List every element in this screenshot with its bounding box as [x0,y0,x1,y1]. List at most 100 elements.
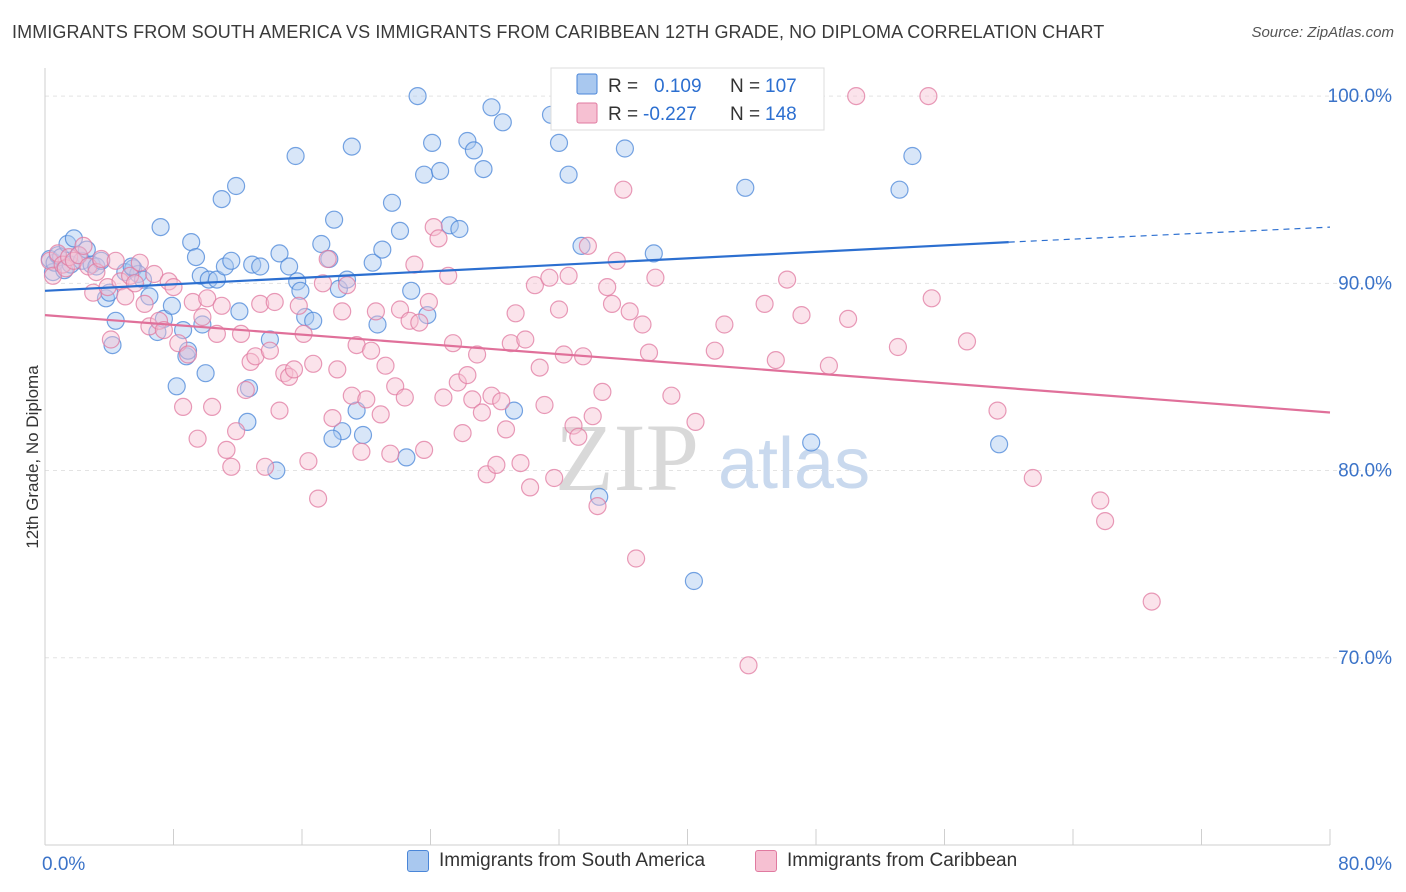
data-point [755,294,774,313]
data-point [506,304,525,323]
data-point [231,324,251,343]
data-point [342,386,361,405]
data-point [323,409,342,428]
data-point [167,377,186,396]
data-point [203,397,222,416]
trend-line-caribbean [44,314,1331,414]
data-point [198,289,217,308]
data-point [333,302,352,321]
data-point [644,244,663,263]
data-point [188,429,207,448]
data-point [736,178,755,197]
data-point [286,146,305,166]
data-point [304,354,323,373]
legend-item-south-america: Immigrants from South America [407,850,705,872]
data-point [116,287,135,306]
stats-n-value: 107 [765,76,797,97]
data-point [217,440,236,459]
data-point [323,429,342,448]
data-point [549,133,569,152]
data-point [802,433,821,452]
data-point [212,296,231,315]
data-point [903,146,922,166]
data-point [193,307,212,327]
series-legend: Immigrants from South America Immigrants… [0,850,1406,880]
data-point [325,210,344,229]
data-point [135,294,154,313]
data-point [496,420,516,439]
data-point [504,401,524,420]
data-point [227,176,246,196]
grid-lines [45,95,1390,659]
data-point [535,395,554,415]
data-point [381,444,400,463]
stats-n-label: N = [730,76,760,97]
y-tick-label: 80.0% [1338,461,1392,482]
data-point [397,448,416,467]
data-point [511,454,530,473]
data-point [151,218,170,237]
tick-labels: 100.0% 90.0% 80.0% 70.0% 0.0% 80.0% [42,86,1392,875]
data-point [423,133,442,152]
data-point [410,313,429,332]
data-point [792,306,811,325]
data-point [429,229,448,248]
data-point [424,218,443,237]
data-point [154,321,173,340]
data-point [241,352,260,371]
data-point [434,388,453,407]
data-point [236,380,255,400]
data-point [989,435,1009,454]
data-point [222,251,241,270]
data-point [415,165,434,184]
data-point [408,86,427,106]
data-point [164,278,183,297]
data-point [337,276,357,295]
data-point [239,379,259,398]
data-point [289,296,308,315]
data-point [299,452,318,471]
data-point [615,139,635,158]
source-credit: Source: ZipAtlas.com [1251,24,1394,41]
data-point [919,86,938,106]
stats-r-value: 0.109 [654,76,702,97]
data-point [74,236,93,255]
trend-lines [44,226,1331,414]
data-point [684,571,704,591]
data-point [284,360,304,379]
data-point [270,244,289,263]
data-point [472,403,491,422]
data-point [1091,491,1110,510]
data-point [362,341,381,360]
data-point [888,337,908,357]
stats-r-value: -0.227 [643,104,697,125]
data-point [588,497,607,516]
data-point [251,294,270,313]
data-point [545,468,564,488]
chart-title: IMMIGRANTS FROM SOUTH AMERICA VS IMMIGRA… [12,22,1105,42]
stats-swatch-blue [576,73,598,95]
data-point [598,278,617,297]
stats-n-value: 148 [765,104,797,125]
data-point [493,113,512,132]
data-point [207,270,226,289]
data-point [207,324,226,343]
data-point [270,401,289,420]
data-point [549,300,569,319]
data-point [715,315,734,334]
data-point [482,386,501,405]
data-point [477,465,496,484]
data-point [1023,468,1042,488]
data-point [174,397,193,416]
data-point [474,160,493,179]
data-point [312,234,331,254]
data-point [988,401,1007,420]
data-point [777,270,797,289]
data-point [130,253,149,272]
legend-label: Immigrants from Caribbean [787,850,1018,871]
x-tick-label: 80.0% [1338,854,1392,875]
data-point [366,302,385,321]
data-point [516,330,535,349]
data-point [291,281,310,300]
data-point [458,131,477,151]
